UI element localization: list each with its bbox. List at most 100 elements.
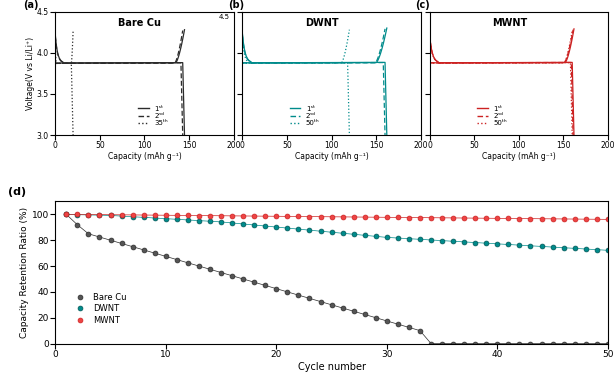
- Bare Cu: [483, 341, 490, 346]
- DWNT: [317, 229, 324, 234]
- MWNT: [206, 213, 214, 218]
- Bare Cu: [593, 341, 600, 346]
- DWNT: [339, 231, 346, 235]
- MWNT: [593, 217, 600, 222]
- DWNT: [206, 219, 214, 223]
- DWNT: [306, 228, 313, 232]
- Bare Cu: [350, 309, 357, 313]
- Bare Cu: [217, 270, 225, 275]
- MWNT: [438, 215, 446, 220]
- MWNT: [383, 215, 391, 220]
- DWNT: [262, 224, 269, 229]
- DWNT: [405, 236, 413, 241]
- DWNT: [251, 223, 258, 227]
- Bare Cu: [604, 341, 612, 346]
- MWNT: [328, 215, 335, 219]
- MWNT: [549, 217, 556, 221]
- Bare Cu: [162, 254, 169, 259]
- Text: MWNT: MWNT: [492, 18, 527, 28]
- X-axis label: Capacity (mAh g⁻¹): Capacity (mAh g⁻¹): [295, 152, 368, 161]
- DWNT: [162, 216, 169, 221]
- DWNT: [273, 225, 280, 229]
- MWNT: [85, 212, 92, 217]
- MWNT: [472, 216, 479, 220]
- Bare Cu: [405, 325, 413, 330]
- MWNT: [505, 216, 512, 221]
- DWNT: [140, 215, 147, 220]
- DWNT: [416, 237, 424, 242]
- DWNT: [239, 222, 247, 226]
- MWNT: [394, 215, 402, 220]
- MWNT: [516, 216, 523, 221]
- Bare Cu: [118, 241, 125, 246]
- MWNT: [604, 217, 612, 222]
- MWNT: [63, 212, 70, 217]
- MWNT: [295, 214, 302, 219]
- Text: Bare Cu: Bare Cu: [118, 18, 161, 28]
- MWNT: [284, 214, 291, 219]
- Line: Bare Cu: Bare Cu: [64, 212, 610, 346]
- MWNT: [273, 214, 280, 218]
- Text: (a): (a): [23, 0, 39, 10]
- MWNT: [239, 213, 247, 218]
- Bare Cu: [63, 212, 70, 217]
- DWNT: [217, 220, 225, 224]
- Text: DWNT: DWNT: [305, 18, 338, 28]
- Bare Cu: [273, 286, 280, 291]
- Bare Cu: [571, 341, 578, 346]
- DWNT: [472, 240, 479, 245]
- DWNT: [74, 212, 81, 217]
- Bare Cu: [372, 315, 379, 320]
- MWNT: [317, 214, 324, 219]
- DWNT: [129, 214, 136, 219]
- DWNT: [604, 248, 612, 252]
- MWNT: [350, 215, 357, 219]
- DWNT: [173, 217, 181, 222]
- Y-axis label: Voltage(V vs Li/Li⁺): Voltage(V vs Li/Li⁺): [26, 37, 36, 110]
- DWNT: [538, 244, 545, 249]
- MWNT: [96, 212, 103, 217]
- Bare Cu: [460, 341, 468, 346]
- Text: (d): (d): [8, 187, 26, 197]
- MWNT: [361, 215, 368, 219]
- DWNT: [118, 214, 125, 218]
- MWNT: [405, 215, 413, 220]
- MWNT: [151, 213, 158, 217]
- Bare Cu: [206, 267, 214, 272]
- MWNT: [560, 217, 567, 221]
- Y-axis label: Capacity Retention Ratio (%): Capacity Retention Ratio (%): [20, 207, 29, 338]
- DWNT: [284, 226, 291, 230]
- DWNT: [427, 238, 435, 242]
- DWNT: [582, 247, 589, 251]
- Bare Cu: [516, 341, 523, 346]
- Bare Cu: [151, 251, 158, 256]
- Bare Cu: [295, 293, 302, 298]
- DWNT: [350, 232, 357, 237]
- MWNT: [251, 214, 258, 218]
- Bare Cu: [140, 247, 147, 252]
- Legend: Bare Cu, DWNT, MWNT: Bare Cu, DWNT, MWNT: [71, 290, 130, 328]
- Bare Cu: [582, 341, 589, 346]
- Bare Cu: [494, 341, 501, 346]
- Bare Cu: [228, 273, 236, 278]
- DWNT: [593, 247, 600, 252]
- DWNT: [549, 245, 556, 249]
- MWNT: [184, 213, 192, 218]
- Bare Cu: [195, 264, 203, 268]
- Legend: 1ˢᵗ, 2ⁿᵈ, 35ᵗʰ: 1ˢᵗ, 2ⁿᵈ, 35ᵗʰ: [136, 103, 171, 129]
- DWNT: [63, 212, 70, 217]
- MWNT: [173, 213, 181, 218]
- DWNT: [460, 240, 468, 244]
- DWNT: [560, 245, 567, 250]
- Bare Cu: [427, 341, 435, 346]
- MWNT: [262, 214, 269, 218]
- Bare Cu: [96, 235, 103, 239]
- Legend: 1ˢᵗ, 2ⁿᵈ, 50ᵗʰ: 1ˢᵗ, 2ⁿᵈ, 50ᵗʰ: [475, 103, 510, 129]
- MWNT: [129, 213, 136, 217]
- MWNT: [483, 216, 490, 220]
- DWNT: [494, 242, 501, 246]
- Bare Cu: [472, 341, 479, 346]
- MWNT: [306, 214, 313, 219]
- Bare Cu: [505, 341, 512, 346]
- DWNT: [383, 235, 391, 240]
